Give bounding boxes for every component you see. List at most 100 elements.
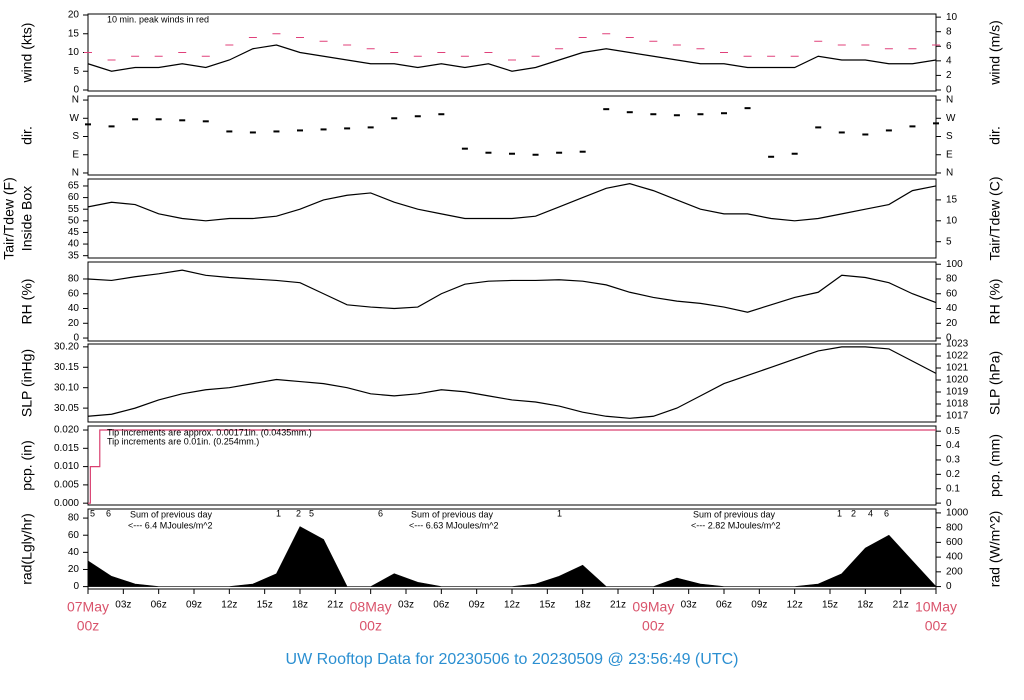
y2-tick-label: 100: [946, 259, 963, 270]
dir-point: [202, 120, 209, 123]
x-tick-label: 03z: [115, 600, 131, 611]
annotation: 6: [106, 508, 111, 518]
dir-point: [556, 151, 563, 154]
annotation: <--- 2.82 MJoules/m^2: [691, 520, 781, 530]
y2-tick-label: 200: [946, 566, 963, 577]
annotation: 1: [276, 508, 281, 518]
y2-tick-label: 6: [946, 41, 952, 52]
panel-frame: [87, 13, 937, 92]
y-tick-label: 40: [68, 547, 80, 558]
y-tick-label: 0.000: [54, 498, 79, 509]
x-tick-label: 06z: [433, 600, 449, 611]
x-tick-label: 07May: [67, 599, 109, 615]
y2-tick-label: 0.1: [946, 483, 960, 494]
y2-tick-label: 0: [946, 85, 952, 96]
y2-tick-label: 0.5: [946, 426, 960, 437]
x-tick-label: 15z: [257, 600, 273, 611]
dir-point: [933, 122, 939, 125]
y-tick-label: N: [72, 95, 79, 106]
x-tick-label: 06z: [716, 600, 732, 611]
annotation: 1: [557, 508, 562, 518]
y-tick-label: 20: [68, 318, 80, 329]
y-axis-label: SLP (inHg): [19, 349, 35, 417]
y-tick-label: 30.20: [54, 341, 79, 352]
dir-point: [697, 113, 704, 116]
y2-tick-label: 1021: [946, 363, 969, 374]
y-tick-label: 20: [68, 10, 80, 21]
dir-point: [155, 118, 162, 121]
dir-point: [367, 126, 374, 129]
y-tick-label: W: [70, 113, 80, 124]
annotation: 10 min. peak winds in red: [107, 14, 209, 24]
dir-point: [721, 112, 727, 115]
dir-point: [273, 130, 280, 133]
y2-axis-label: RH (%): [987, 279, 1003, 325]
y-tick-label: 30.15: [54, 362, 79, 373]
x-tick-label: 10May: [915, 599, 957, 615]
y-axis-label: Tair/Tdew (F): [1, 177, 17, 259]
annotation: <--- 6.63 MJoules/m^2: [409, 520, 499, 530]
dir-point: [438, 113, 445, 116]
annotation: 6: [884, 508, 889, 518]
y2-axis-label: SLP (hPa): [987, 351, 1003, 415]
panel-frame: [87, 343, 937, 423]
dir-point: [297, 129, 303, 132]
annotation: Tip increments are approx. 0.00171in. (0…: [107, 427, 312, 437]
annotation: Tip increments are 0.01in. (0.254mm.): [107, 436, 259, 446]
y2-tick-label: 1022: [946, 351, 969, 362]
y2-tick-label: S: [946, 131, 953, 142]
y-tick-label: 40: [68, 239, 80, 250]
y2-axis-label: dir.: [987, 126, 1003, 145]
x-tick-label: 08May: [350, 599, 392, 615]
y-tick-label: 10: [68, 47, 80, 58]
y-tick-label: 65: [68, 181, 80, 192]
dir-point: [414, 115, 421, 118]
y-tick-label: 0.020: [54, 425, 79, 436]
y2-tick-label: 10: [946, 215, 958, 226]
x-tick-label: 09z: [186, 600, 202, 611]
y-tick-label: 5: [73, 66, 79, 77]
y2-tick-label: 1020: [946, 375, 969, 386]
data-line: [87, 346, 937, 419]
y2-tick-label: 10: [946, 12, 958, 23]
dir-point: [909, 125, 916, 128]
panel-frame: [87, 178, 937, 259]
x-tick-label: 21z: [327, 600, 343, 611]
dir-point: [461, 147, 468, 150]
y-tick-label: 0: [73, 333, 79, 344]
y-tick-label: 0.005: [54, 480, 79, 491]
y2-tick-label: 60: [946, 288, 958, 299]
dir-point: [603, 108, 610, 111]
x-tick-label: 00z: [359, 618, 382, 634]
y2-axis-label: pcp. (mm): [987, 434, 1003, 497]
dir-point: [673, 114, 680, 117]
y-tick-label: 30.05: [54, 403, 79, 414]
dir-point: [179, 119, 186, 122]
y-tick-label: 0.010: [54, 461, 79, 472]
y-tick-label: 60: [68, 288, 80, 299]
data-line: [87, 44, 937, 72]
dir-point: [249, 131, 256, 134]
dir-point: [226, 130, 233, 133]
dir-point: [132, 118, 139, 121]
dir-point: [509, 152, 515, 155]
y-tick-label: 0.015: [54, 443, 79, 454]
y2-tick-label: 15: [946, 195, 958, 206]
dir-point: [85, 123, 91, 126]
panel-frame: [87, 508, 937, 590]
x-tick-label: 12z: [221, 600, 237, 611]
y2-tick-label: 20: [946, 318, 958, 329]
y2-tick-label: E: [946, 149, 953, 160]
dir-point: [744, 107, 751, 110]
y-tick-label: 30.10: [54, 382, 79, 393]
y2-tick-label: 8: [946, 26, 952, 37]
x-tick-label: 21z: [893, 600, 909, 611]
y2-tick-label: N: [946, 95, 953, 106]
y2-tick-label: 40: [946, 303, 958, 314]
y2-tick-label: 800: [946, 522, 963, 533]
annotation: 4: [868, 508, 873, 518]
y2-tick-label: 1017: [946, 411, 969, 422]
dir-point: [320, 128, 327, 131]
y-tick-label: 40: [68, 303, 80, 314]
data-line: [87, 269, 937, 313]
